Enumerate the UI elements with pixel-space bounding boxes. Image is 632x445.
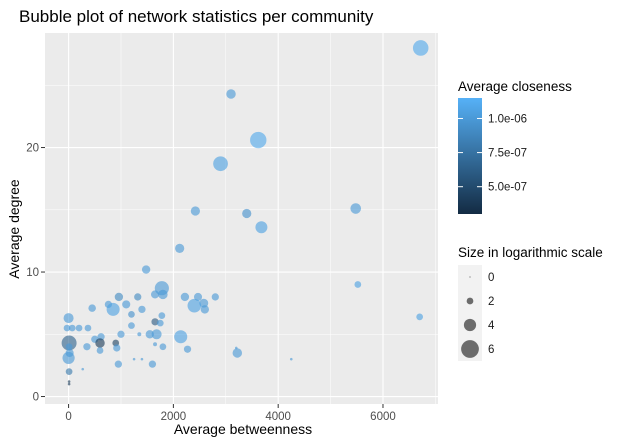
- size-legend-title: Size in logarithmic scale: [458, 245, 603, 260]
- data-point: [122, 300, 131, 309]
- data-point: [159, 343, 167, 351]
- colorbar-ticks: 1.0e-06 7.5e-07 5.0e-07: [458, 113, 527, 194]
- data-point: [137, 332, 142, 337]
- data-point: [232, 348, 243, 358]
- color-legend-title: Average closeness: [458, 79, 572, 94]
- data-point: [114, 292, 124, 302]
- data-point: [83, 343, 91, 351]
- data-point: [75, 324, 83, 332]
- data-point: [255, 221, 268, 234]
- data-point: [140, 357, 144, 361]
- data-point: [151, 329, 162, 340]
- size-legend-label: 0: [488, 272, 494, 284]
- size-legend-label: 4: [488, 320, 495, 332]
- data-point: [234, 346, 238, 350]
- data-point: [213, 156, 228, 172]
- data-point: [150, 290, 160, 299]
- data-point: [128, 311, 135, 318]
- y-tick-label: 10: [26, 267, 39, 279]
- data-point: [250, 131, 267, 149]
- data-point: [158, 312, 166, 319]
- data-point: [81, 367, 85, 371]
- x-tick-label: 2000: [161, 411, 187, 423]
- data-point: [175, 243, 185, 253]
- y-tick-label: 0: [33, 392, 39, 404]
- data-point: [62, 351, 75, 365]
- size-legend-symbol: [461, 340, 479, 358]
- data-point: [354, 281, 362, 288]
- data-point: [128, 322, 135, 329]
- colorbar-label: 7.5e-07: [488, 148, 527, 160]
- data-point: [153, 342, 158, 347]
- data-points: [61, 40, 429, 386]
- data-point: [200, 305, 210, 314]
- data-point: [416, 313, 424, 321]
- size-legend: Size in logarithmic scale 0 2 4 6: [458, 245, 603, 361]
- data-point: [211, 293, 219, 301]
- grid-lines: [45, 33, 438, 404]
- data-point: [180, 292, 190, 302]
- data-point: [412, 40, 429, 56]
- x-tick-label: 6000: [370, 411, 396, 423]
- chart-title: Bubble plot of network statistics per co…: [19, 7, 374, 26]
- data-point: [113, 344, 121, 352]
- size-legend-symbol: [469, 276, 471, 278]
- x-axis-ticks: 0 2000 4000 6000: [65, 404, 396, 423]
- data-point: [134, 293, 142, 301]
- data-point: [193, 292, 203, 301]
- data-point: [65, 368, 73, 375]
- data-point: [67, 382, 71, 386]
- y-tick-label: 20: [26, 143, 39, 155]
- data-point: [84, 324, 92, 332]
- data-point: [242, 208, 252, 219]
- data-point: [95, 338, 105, 348]
- data-point: [158, 289, 168, 300]
- colorbar-label: 1.0e-06: [488, 113, 527, 125]
- colorbar-label: 5.0e-07: [488, 182, 527, 194]
- data-point: [151, 318, 159, 326]
- x-tick-label: 4000: [265, 411, 291, 423]
- size-legend-symbol: [466, 297, 474, 305]
- plot-panel: [45, 33, 438, 404]
- color-legend: Average closeness 1.0e-06 7.5e-07 5.0e-07: [458, 79, 572, 214]
- data-point: [68, 324, 76, 332]
- data-point: [174, 330, 188, 344]
- data-point: [132, 357, 136, 361]
- size-legend-keys: 0 2 4 6: [458, 265, 495, 361]
- y-axis-title: Average degree: [6, 179, 22, 279]
- data-point: [350, 203, 362, 214]
- data-point: [65, 343, 73, 351]
- data-point: [183, 345, 192, 353]
- y-axis-ticks: 0 10 20: [26, 143, 45, 404]
- x-tick-label: 0: [65, 411, 71, 423]
- data-point: [63, 313, 74, 324]
- data-point: [61, 335, 77, 351]
- data-point: [226, 89, 236, 99]
- data-point: [114, 360, 122, 368]
- data-point: [138, 305, 146, 314]
- data-point: [289, 357, 293, 361]
- data-point: [106, 302, 120, 316]
- data-point: [117, 330, 125, 338]
- data-point: [190, 206, 200, 216]
- data-point: [187, 298, 202, 313]
- x-axis-title: Average betweenness: [174, 421, 312, 437]
- data-point: [96, 347, 104, 354]
- data-point: [145, 330, 154, 339]
- colorbar: [458, 98, 482, 214]
- data-point: [88, 304, 96, 312]
- size-legend-label: 6: [488, 344, 494, 356]
- data-point: [148, 360, 157, 368]
- data-point: [156, 319, 164, 327]
- data-point: [141, 265, 151, 274]
- size-legend-symbol: [463, 318, 477, 332]
- data-point: [67, 380, 71, 383]
- size-legend-label: 2: [488, 296, 494, 308]
- data-point: [63, 324, 71, 332]
